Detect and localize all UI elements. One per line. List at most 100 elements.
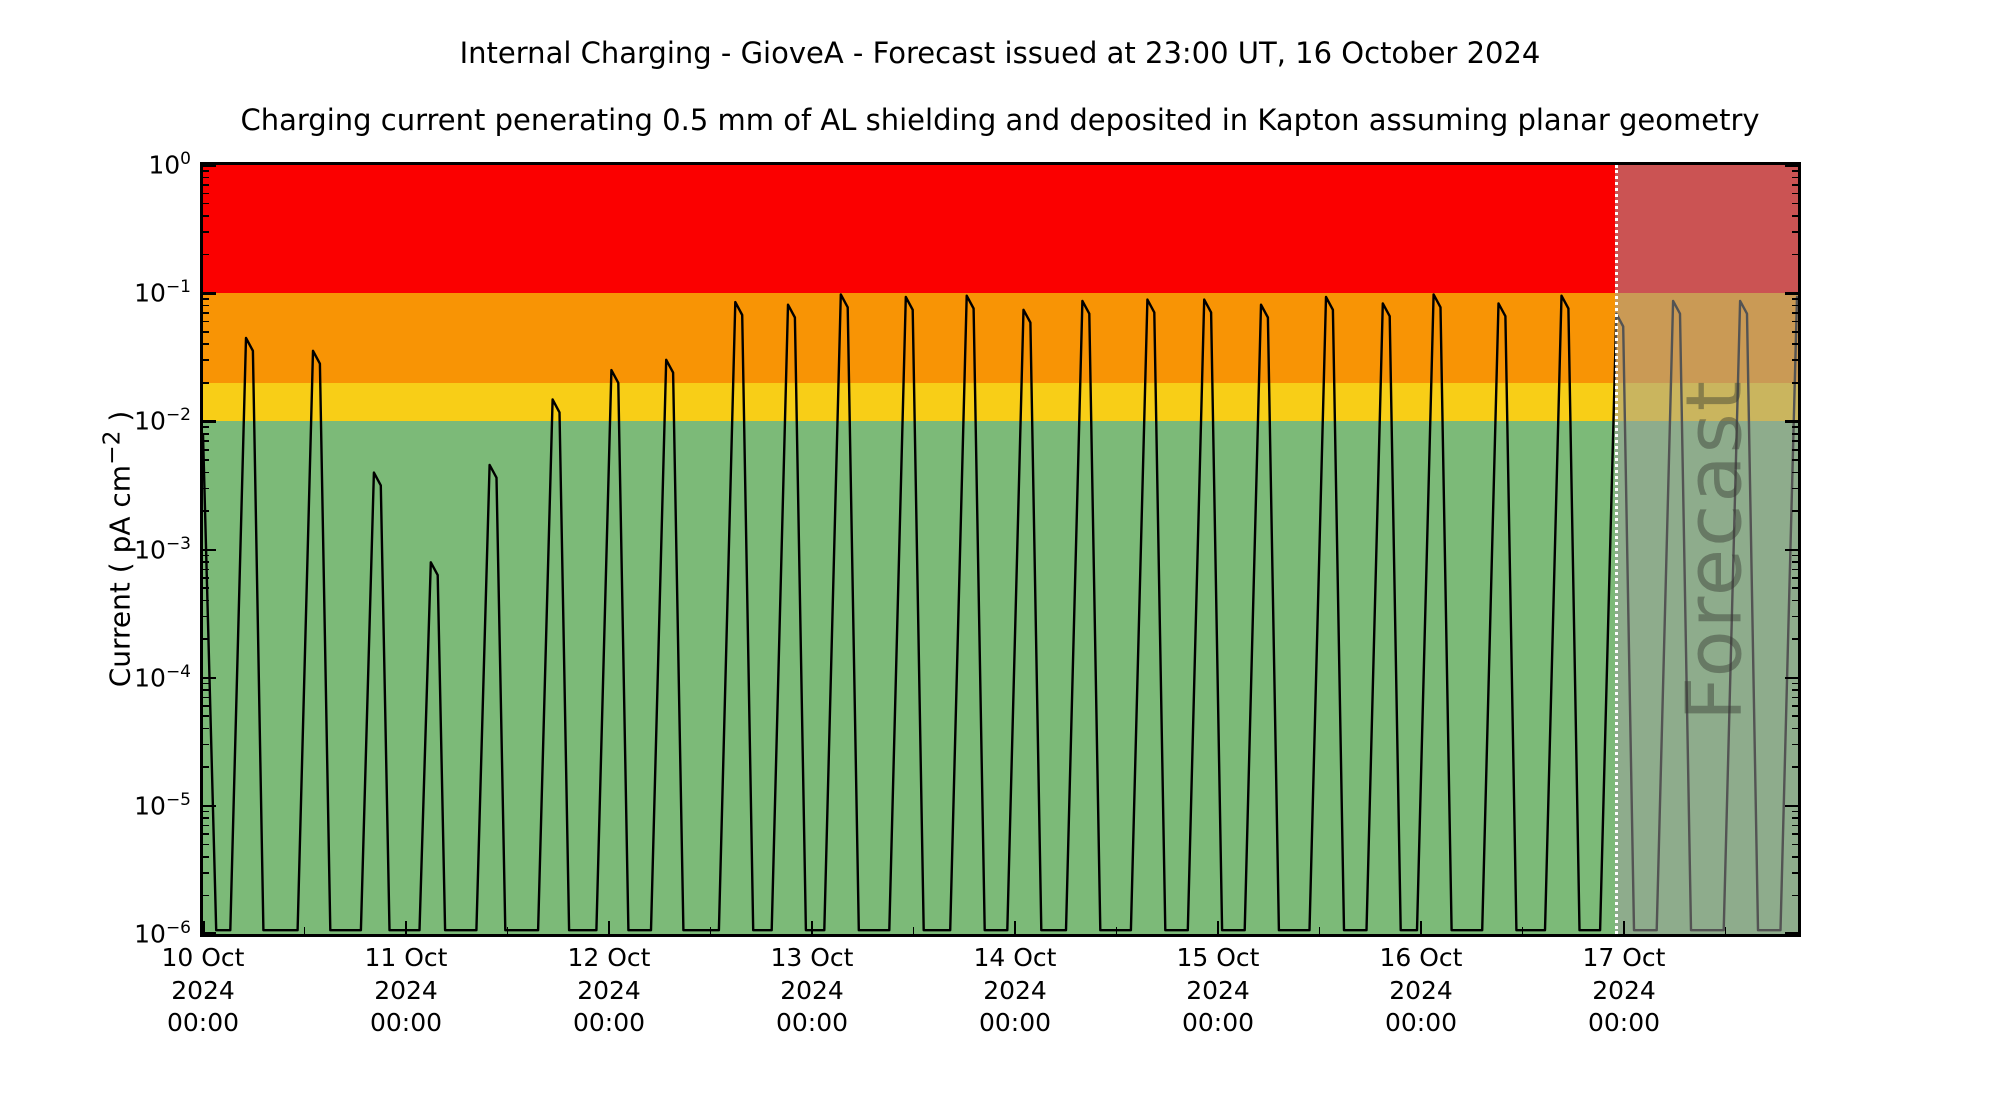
- x-minor-tick: [912, 927, 915, 934]
- y-minor-tick-right: [1792, 459, 1798, 461]
- y-minor-tick-right: [1792, 577, 1798, 579]
- y-minor-tick-left: [203, 856, 209, 858]
- forecast-start-line: [1615, 165, 1619, 934]
- x-major-tick: [1217, 921, 1220, 934]
- x-tick-date: 16 Oct: [1379, 943, 1463, 972]
- y-minor-tick-right: [1792, 170, 1798, 172]
- x-tick-label: 12 Oct 2024 00:00: [529, 942, 689, 1040]
- y-minor-tick-right: [1792, 343, 1798, 345]
- x-tick-time: 00:00: [369, 1008, 443, 1037]
- y-minor-tick-left: [203, 426, 209, 428]
- x-tick-time: 00:00: [1587, 1008, 1661, 1037]
- y-major-tick-left: [203, 420, 216, 423]
- risk-band-yellow: [203, 382, 1798, 422]
- plot-area: Forecast: [200, 162, 1801, 937]
- x-tick-time: 00:00: [1384, 1008, 1458, 1037]
- y-minor-tick-right: [1792, 215, 1798, 217]
- y-minor-tick-right: [1792, 705, 1798, 707]
- x-tick-label: 14 Oct 2024 00:00: [935, 942, 1095, 1040]
- x-major-tick: [1014, 921, 1017, 934]
- y-minor-tick-right: [1792, 638, 1798, 640]
- y-minor-tick-right: [1792, 872, 1798, 874]
- y-minor-tick-left: [203, 448, 209, 451]
- y-minor-tick-left: [203, 568, 209, 571]
- x-tick-label: 16 Oct 2024 00:00: [1341, 942, 1501, 1040]
- y-minor-tick-left: [203, 817, 209, 820]
- x-major-tick: [203, 921, 206, 934]
- y-minor-tick-left: [203, 577, 209, 579]
- risk-band-red: [203, 165, 1798, 294]
- y-minor-tick-left: [203, 320, 209, 323]
- y-minor-tick-right: [1792, 856, 1798, 858]
- y-tick-label: 10−2: [111, 406, 191, 436]
- x-minor-tick: [709, 927, 712, 934]
- forecast-watermark: Forecast: [1670, 378, 1760, 721]
- y-tick-base: 10: [134, 663, 166, 693]
- y-tick-base: 10: [134, 791, 166, 821]
- y-minor-tick-left: [203, 330, 209, 333]
- y-major-tick-right: [1785, 420, 1798, 423]
- x-tick-year: 2024: [171, 975, 235, 1005]
- x-major-tick: [608, 921, 611, 934]
- y-minor-tick-right: [1792, 554, 1798, 557]
- y-major-tick-left: [203, 165, 216, 168]
- y-minor-tick-left: [203, 298, 209, 300]
- y-major-tick-right: [1785, 804, 1798, 808]
- x-tick-time: 00:00: [1181, 1008, 1255, 1037]
- y-major-tick-right: [1785, 292, 1798, 295]
- y-minor-tick-right: [1792, 176, 1798, 179]
- y-minor-tick-right: [1792, 487, 1798, 490]
- y-minor-tick-left: [203, 192, 209, 195]
- y-minor-tick-left: [203, 810, 209, 813]
- y-major-tick-left: [203, 932, 216, 935]
- y-minor-tick-left: [203, 705, 209, 707]
- y-minor-tick-right: [1792, 696, 1798, 699]
- x-tick-date: 15 Oct: [1176, 943, 1260, 972]
- y-minor-tick-left: [203, 638, 209, 640]
- y-minor-tick-right: [1792, 426, 1798, 428]
- x-tick-year: 2024: [577, 975, 641, 1005]
- y-tick-base: 10: [134, 406, 166, 436]
- x-tick-date: 14 Oct: [973, 943, 1057, 972]
- charging-current-line: [203, 293, 1798, 932]
- y-minor-tick-right: [1792, 440, 1798, 442]
- y-tick-exponent: −1: [165, 277, 191, 298]
- y-minor-tick-left: [203, 766, 209, 769]
- y-minor-tick-right: [1792, 587, 1798, 589]
- y-minor-tick-right: [1792, 312, 1798, 314]
- y-minor-tick-right: [1792, 298, 1798, 300]
- y-minor-tick-left: [203, 184, 209, 186]
- y-minor-tick-left: [203, 689, 209, 691]
- x-major-tick: [405, 921, 408, 934]
- y-minor-tick-right: [1792, 833, 1798, 836]
- y-minor-tick-left: [203, 253, 209, 256]
- y-minor-tick-right: [1792, 510, 1798, 512]
- x-tick-label: 11 Oct 2024 00:00: [326, 942, 486, 1040]
- y-minor-tick-right: [1792, 894, 1798, 897]
- y-minor-tick-left: [203, 696, 209, 699]
- y-tick-label: 10−4: [111, 662, 191, 692]
- y-minor-tick-right: [1792, 471, 1798, 474]
- y-minor-tick-left: [203, 312, 209, 314]
- y-minor-tick-left: [203, 343, 209, 345]
- y-minor-tick-left: [203, 843, 209, 846]
- x-tick-year: 2024: [780, 975, 844, 1005]
- y-minor-tick-left: [203, 727, 209, 730]
- x-tick-time: 00:00: [978, 1008, 1052, 1037]
- x-tick-year: 2024: [1592, 975, 1656, 1005]
- y-minor-tick-right: [1792, 330, 1798, 333]
- y-minor-tick-right: [1792, 381, 1798, 384]
- x-tick-date: 17 Oct: [1582, 943, 1666, 972]
- y-tick-label: 10−1: [111, 277, 191, 307]
- x-tick-time: 00:00: [775, 1008, 849, 1037]
- y-tick-label: 10−6: [111, 918, 191, 948]
- y-minor-tick-left: [203, 176, 209, 179]
- y-minor-tick-left: [203, 615, 209, 618]
- y-minor-tick-left: [203, 381, 209, 384]
- y-tick-exponent: −6: [165, 918, 191, 939]
- x-major-tick: [811, 921, 814, 934]
- x-tick-date: 10 Oct: [161, 943, 245, 972]
- x-tick-label: 13 Oct 2024 00:00: [732, 942, 892, 1040]
- y-minor-tick-left: [203, 872, 209, 874]
- y-minor-tick-left: [203, 824, 209, 827]
